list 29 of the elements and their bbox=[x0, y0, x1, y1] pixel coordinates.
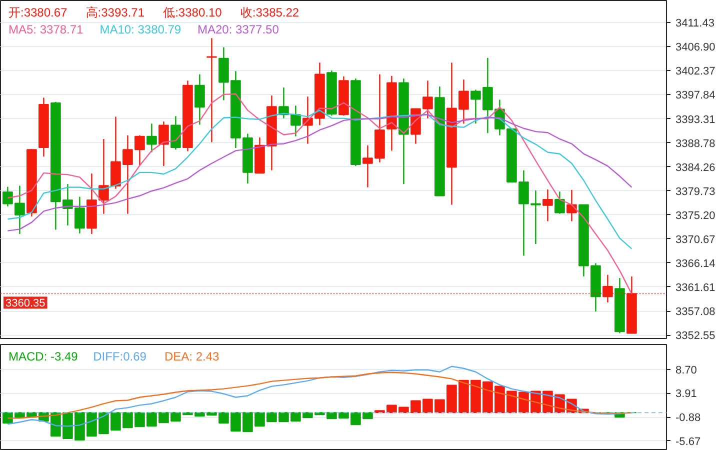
y-tick-label: 3366.14 bbox=[676, 258, 716, 270]
annotation: MA10: 3380.79 bbox=[100, 22, 182, 36]
annotation: 低:3380.10 bbox=[163, 6, 222, 20]
annotation: MACD: -3.49 bbox=[8, 350, 78, 364]
y-tick-label: 3402.37 bbox=[676, 66, 716, 78]
ref-line-label: 3360.35 bbox=[6, 298, 46, 310]
y-tick-label: 3370.67 bbox=[676, 234, 716, 246]
annotation: MA5: 3378.71 bbox=[8, 22, 84, 36]
y-tick-label: 3397.84 bbox=[676, 90, 716, 102]
y-tick-label: 8.70 bbox=[676, 364, 697, 376]
y-tick-label: 3411.43 bbox=[676, 18, 714, 30]
y-tick-label: 3379.73 bbox=[676, 186, 716, 198]
annotation: MA20: 3377.50 bbox=[198, 22, 280, 36]
y-tick-label: 3352.55 bbox=[676, 330, 716, 342]
annotation: 收:3385.22 bbox=[240, 6, 300, 20]
y-tick-label: 3357.08 bbox=[676, 306, 716, 318]
y-tick-label: 3384.26 bbox=[676, 162, 716, 174]
y-tick-label: 3.91 bbox=[676, 388, 697, 400]
y-tick-label: 3361.61 bbox=[676, 282, 716, 294]
y-tick-label: 3375.20 bbox=[676, 210, 716, 222]
annotation: 高:3393.71 bbox=[86, 6, 145, 20]
annotation: 开:3380.67 bbox=[8, 6, 68, 20]
annotation: DEA: 2.43 bbox=[164, 350, 220, 364]
y-tick-label: -0.88 bbox=[676, 412, 701, 424]
y-tick-label: -5.67 bbox=[676, 436, 701, 448]
y-tick-label: 3406.90 bbox=[676, 42, 716, 54]
y-tick-label: 3393.31 bbox=[676, 114, 716, 126]
annotation: DIFF:0.69 bbox=[93, 350, 147, 364]
y-tick-label: 3388.78 bbox=[676, 138, 716, 150]
